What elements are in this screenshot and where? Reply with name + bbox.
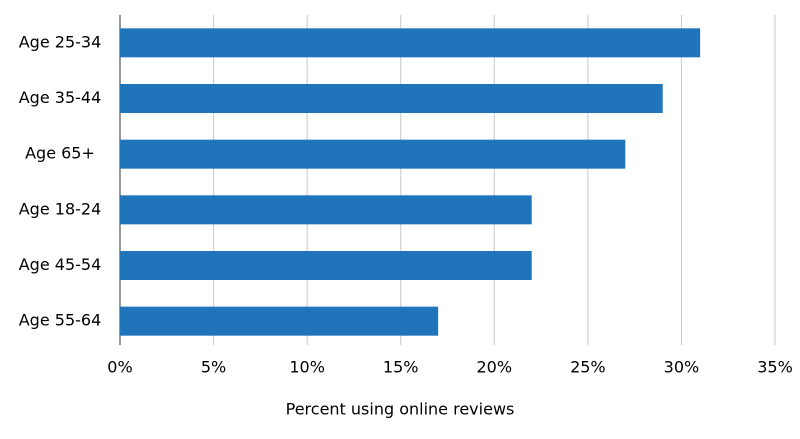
bar bbox=[120, 84, 663, 113]
x-tick-label: 10% bbox=[289, 358, 325, 377]
y-tick-label: Age 35-44 bbox=[19, 88, 102, 107]
bar bbox=[120, 139, 626, 169]
x-tick-label: 20% bbox=[477, 358, 513, 377]
x-tick-label: 5% bbox=[201, 358, 226, 377]
y-tick-label: Age 25-34 bbox=[19, 32, 102, 51]
y-tick-label: Age 18-24 bbox=[19, 199, 102, 218]
bar bbox=[120, 251, 532, 280]
x-axis-label: Percent using online reviews bbox=[286, 400, 515, 419]
x-tick-label: 30% bbox=[664, 358, 700, 377]
x-tick-label: 0% bbox=[107, 358, 132, 377]
bar bbox=[120, 28, 701, 58]
x-tick-label: 35% bbox=[757, 358, 793, 377]
y-tick-label: Age 65+ bbox=[25, 144, 95, 163]
x-tick-label: 25% bbox=[570, 358, 606, 377]
y-tick-label: Age 55-64 bbox=[19, 311, 102, 330]
x-tick-label: 15% bbox=[383, 358, 419, 377]
y-tick-label: Age 45-54 bbox=[19, 255, 102, 274]
bar bbox=[120, 195, 532, 225]
bar bbox=[120, 306, 439, 336]
